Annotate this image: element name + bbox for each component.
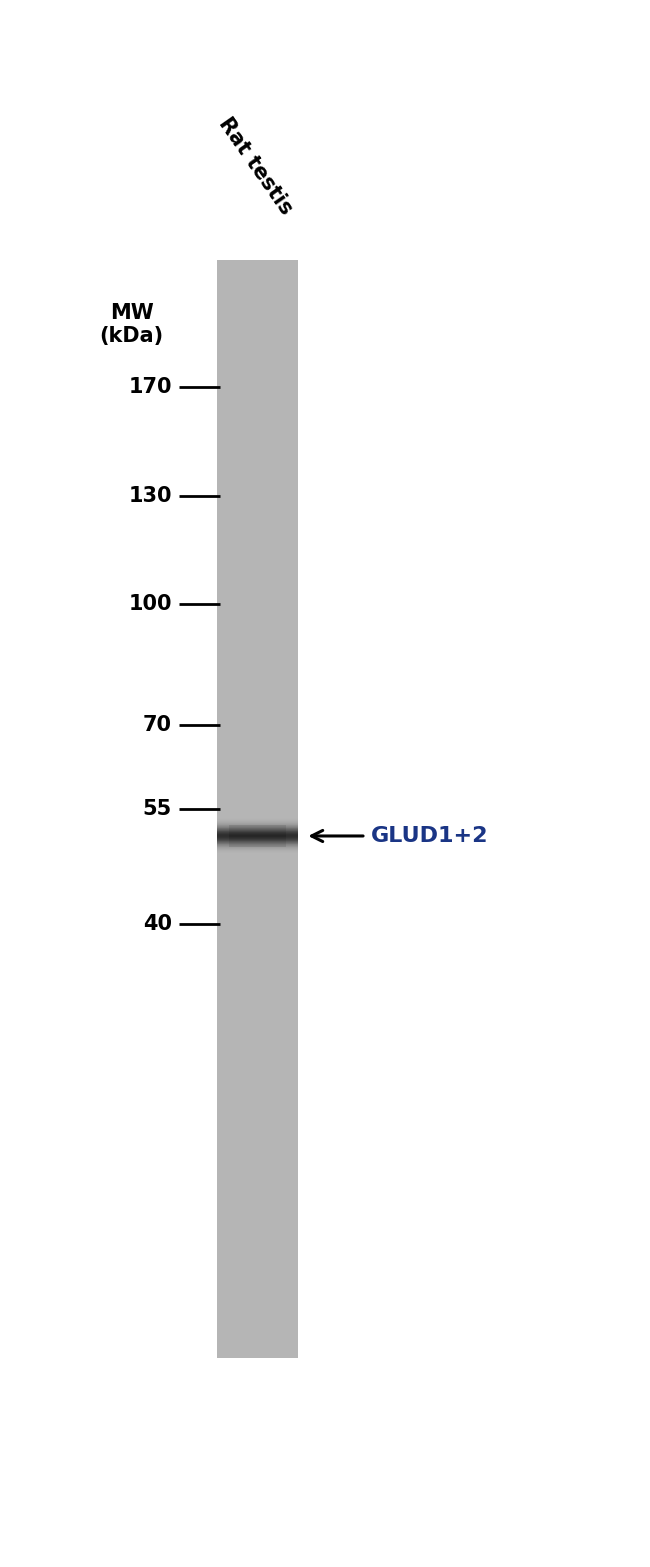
Text: GLUD1+2: GLUD1+2	[371, 826, 488, 846]
Bar	[217, 260, 298, 1359]
Text: 170: 170	[129, 378, 172, 396]
Text: 100: 100	[129, 594, 172, 614]
Text: 130: 130	[129, 486, 172, 506]
Text: 40: 40	[143, 914, 172, 934]
Text: 55: 55	[143, 799, 172, 820]
Text: MW
(kDa): MW (kDa)	[99, 302, 164, 346]
Text: Rat testis: Rat testis	[214, 114, 296, 218]
Text: 70: 70	[143, 715, 172, 735]
